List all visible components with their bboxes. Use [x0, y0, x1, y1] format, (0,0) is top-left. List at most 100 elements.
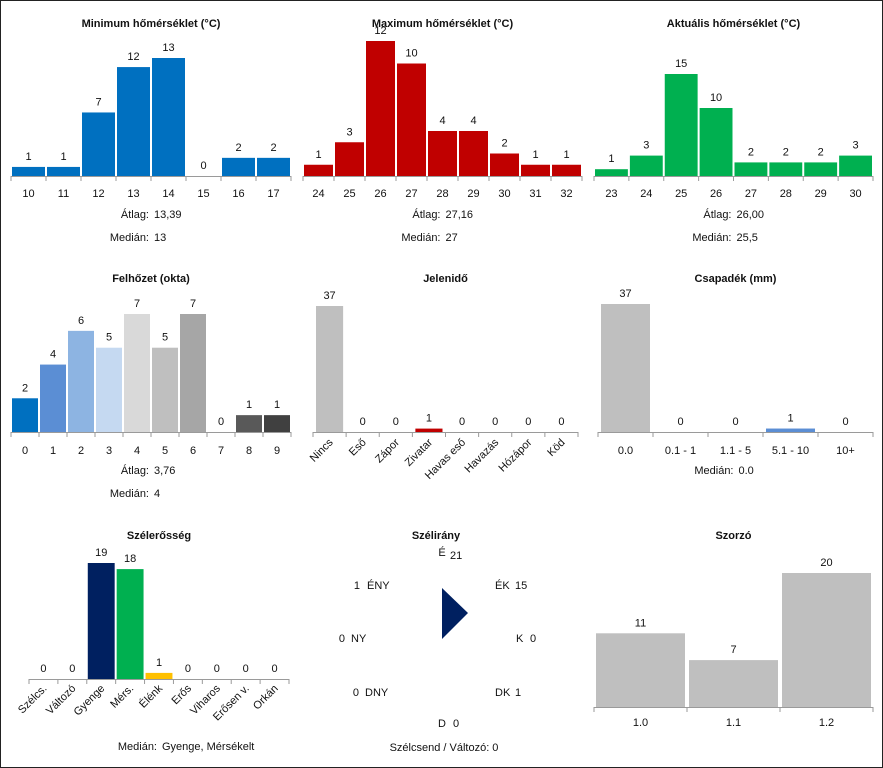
- data-label: 15: [675, 58, 687, 70]
- tick-label: Zápor: [373, 436, 402, 465]
- bar: [415, 428, 443, 432]
- bar: [521, 164, 550, 176]
- chart-min_temp: Minimum hőmérséklet (°C)1101117121213131…: [10, 18, 292, 244]
- compass-direction-value: 21: [450, 550, 462, 562]
- data-label: 1: [563, 149, 569, 161]
- chart-multiplier: Szorzó 11 1.0 7 1.1 20 1.2: [593, 530, 874, 729]
- chart-max_temp: Maximum hőmérséklet (°C)1243251226102742…: [302, 18, 583, 244]
- tick-label: Eső: [347, 437, 369, 459]
- stat-value: 26,00: [737, 209, 765, 221]
- stat-value: 4: [154, 488, 160, 500]
- data-label: 1: [426, 413, 432, 425]
- tick-label: 24: [640, 188, 652, 200]
- tick-label: Hózápor: [497, 436, 535, 474]
- data-label: 0: [218, 416, 224, 428]
- data-label: 0: [677, 416, 683, 428]
- stat-label: Medián:: [110, 232, 149, 244]
- data-label: 0: [271, 663, 277, 675]
- tick-label: 1.1: [726, 717, 741, 729]
- data-label: 1: [608, 153, 614, 165]
- tick-label: 7: [218, 445, 224, 457]
- tick-label: 30: [849, 188, 861, 200]
- data-label: 4: [50, 349, 56, 361]
- data-label: 1: [246, 399, 252, 411]
- bar: [116, 569, 144, 679]
- tick-label: 28: [780, 188, 792, 200]
- data-label: 1: [532, 149, 538, 161]
- compass-direction-label: K: [516, 633, 524, 645]
- data-label: 1: [315, 149, 321, 161]
- data-label: 5: [106, 332, 112, 344]
- tick-label: 27: [745, 188, 757, 200]
- tick-label: 30: [498, 188, 510, 200]
- bar: [12, 398, 38, 432]
- chart-title: Csapadék (mm): [695, 273, 777, 285]
- stat-label: Átlag:: [121, 208, 149, 221]
- data-label: 0: [214, 663, 220, 675]
- tick-label: 14: [162, 188, 174, 200]
- stat-label: Medián:: [118, 741, 157, 753]
- tick-label: 13: [127, 188, 139, 200]
- data-label: 0: [525, 416, 531, 428]
- stat-value: 3,76: [154, 465, 175, 477]
- stat-label: Medián:: [401, 232, 440, 244]
- compass-direction-label: NY: [351, 633, 367, 645]
- tick-label: Mérs.: [108, 683, 136, 711]
- tick-label: 25: [675, 188, 687, 200]
- data-label: 0: [69, 663, 75, 675]
- data-label: 10: [405, 48, 417, 60]
- compass-footer: Szélcsend / Változó: 0: [390, 742, 499, 754]
- tick-label: 10+: [836, 445, 855, 457]
- chart-title: Felhőzet (okta): [112, 273, 190, 285]
- tick-label: Köd: [545, 437, 567, 459]
- tick-label: 26: [710, 188, 722, 200]
- tick-label: 27: [405, 188, 417, 200]
- bar: [47, 166, 80, 176]
- bar: [222, 157, 255, 176]
- data-label: 19: [95, 547, 107, 559]
- data-label: 6: [78, 315, 84, 327]
- data-label: 0: [185, 663, 191, 675]
- data-label: 11: [635, 617, 646, 629]
- tick-label: 17: [267, 188, 279, 200]
- chart-precip: Csapadék (mm) 37 0.0 0 0.1 - 1 0 1.1 - 5 1 5.1 -…: [597, 273, 874, 477]
- data-label: 3: [853, 140, 859, 152]
- tick-label: 32: [560, 188, 572, 200]
- data-label: 4: [470, 115, 476, 127]
- data-label: 0: [732, 416, 738, 428]
- stat-label: Medián:: [694, 465, 733, 477]
- tick-label: 5: [162, 445, 168, 457]
- bar: [459, 131, 488, 176]
- data-label: 20: [820, 557, 832, 569]
- bar: [152, 58, 185, 176]
- chart-cur_temp: Aktuális hőmérséklet (°C)123324152510262…: [593, 18, 874, 244]
- tick-label: 0: [22, 445, 28, 457]
- tick-label: 25: [343, 188, 355, 200]
- bar: [689, 660, 778, 707]
- tick-label: 1.1 - 5: [720, 445, 751, 457]
- data-label: 2: [22, 382, 28, 394]
- bar: [316, 306, 344, 432]
- tick-label: 8: [246, 445, 252, 457]
- tick-label: 12: [92, 188, 104, 200]
- data-label: 1: [25, 151, 31, 163]
- bar: [82, 112, 115, 176]
- compass-direction-value: 1: [354, 580, 360, 592]
- data-label: 0: [40, 663, 46, 675]
- compass-direction-label: ÉNY: [367, 579, 390, 592]
- tick-label: 1.0: [633, 717, 648, 729]
- bar: [766, 428, 815, 432]
- tick-label: 31: [529, 188, 541, 200]
- bar: [490, 153, 519, 176]
- tick-label: 11: [58, 188, 69, 200]
- stat-value: 0.0: [739, 465, 754, 477]
- data-label: 1: [60, 151, 66, 163]
- stat-value: 27,16: [446, 209, 474, 221]
- chart-title: Jelenidő: [423, 273, 468, 285]
- tick-label: Erős: [170, 682, 195, 707]
- tick-label: 0.0: [618, 445, 633, 457]
- data-label: 7: [190, 298, 196, 310]
- bar: [68, 330, 94, 432]
- compass-direction-value: 0: [353, 687, 359, 699]
